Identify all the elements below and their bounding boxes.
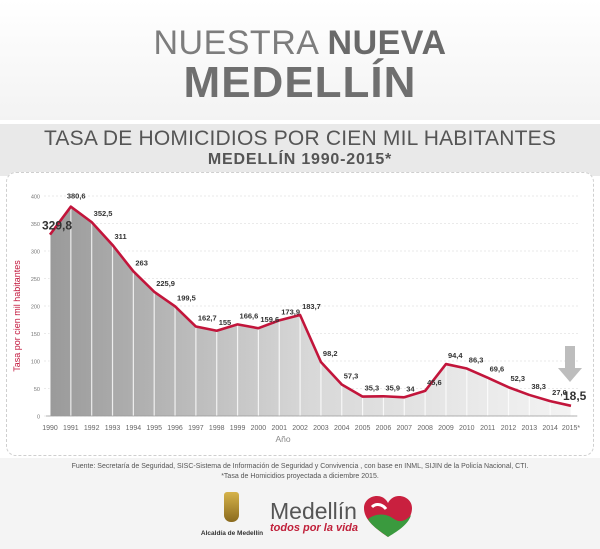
data-label: 155 <box>219 318 232 327</box>
data-label: 263 <box>135 258 148 267</box>
down-arrow-shape <box>558 346 582 382</box>
data-label: 69,6 <box>490 365 505 374</box>
data-label: 311 <box>115 232 127 241</box>
data-label: 166,6 <box>240 311 259 320</box>
alcaldia-label: Alcaldía de Medellín <box>200 530 264 537</box>
y-tick-label: 0 <box>37 415 40 421</box>
y-tick-label: 50 <box>34 387 40 393</box>
y-tick-label: 300 <box>31 250 40 256</box>
area-fill <box>50 206 571 416</box>
x-tick-label: 2010 <box>459 425 475 432</box>
year-bands <box>46 206 577 417</box>
x-tick-label: 2013 <box>522 425 538 432</box>
x-tick-label: 1996 <box>167 425 183 432</box>
chart-title: TASA DE HOMICIDIOS POR CIEN MIL HABITANT… <box>43 127 557 150</box>
data-label: 329,8 <box>42 219 72 233</box>
x-axis-label: Año <box>275 434 290 444</box>
source-note: Fuente: Secretaría de Seguridad, SISC-Si… <box>0 462 600 482</box>
x-tick-label: 1997 <box>188 425 204 432</box>
brand-light: NUESTRA <box>153 24 328 62</box>
x-tick-label: 2003 <box>313 425 329 432</box>
x-tick-label: 2015* <box>562 425 581 432</box>
data-label: 27,0 <box>552 388 567 397</box>
y-tick-label: 150 <box>31 332 40 338</box>
x-tick-label: 2012 <box>501 425 517 432</box>
medellin-logo: Medellín todos por la vida <box>270 498 380 535</box>
x-tick-label: 1992 <box>84 425 100 432</box>
x-tick-label: 2008 <box>417 425 433 432</box>
brand-header: NUESTRA NUEVA MEDELLÍN <box>0 0 600 120</box>
x-tick-label: 1993 <box>105 425 121 432</box>
chart-subtitle: MEDELLÍN 1990-2015* <box>207 151 393 168</box>
line-layer <box>48 205 572 408</box>
y-tick-label: 200 <box>31 305 40 311</box>
x-tick-label: 1994 <box>126 425 142 432</box>
x-tick-label: 1995 <box>146 425 162 432</box>
y-tick-label: 350 <box>31 222 40 228</box>
data-label: 86,3 <box>469 356 484 365</box>
area-layer <box>50 206 571 416</box>
data-label: 57,3 <box>344 371 359 380</box>
y-axis-label: Tasa por cien mil habitantes <box>12 260 22 372</box>
x-tick-label: 2001 <box>271 425 287 432</box>
x-axis-ticks: 1990 1991 1992 1993 1994 1995 1996 1997 1998 1999… <box>42 425 580 432</box>
brand-bold: NUEVA <box>327 24 447 62</box>
y-tick-label: 100 <box>31 360 40 366</box>
series-line <box>48 205 572 408</box>
y-tick-label: 250 <box>31 277 40 283</box>
x-tick-label: 2006 <box>376 425 392 432</box>
heart-logo-icon <box>364 496 412 537</box>
data-label: 380,6 <box>67 192 86 201</box>
data-label: 225,9 <box>156 279 175 288</box>
data-label: 98,2 <box>323 349 338 358</box>
data-label: 94,4 <box>448 351 463 360</box>
x-tick-label: 2014 <box>542 425 558 432</box>
homicide-rate-chart: 0 50 100 150 200 250 300 350 400 329,8 380,6 352,5… <box>12 192 587 444</box>
data-label: 45,6 <box>427 378 442 387</box>
x-tick-label: 2007 <box>396 425 412 432</box>
x-tick-label: 2011 <box>480 425 495 432</box>
footer <box>0 458 600 549</box>
data-label: 35,3 <box>365 384 380 393</box>
x-tick-label: 1998 <box>209 425 225 432</box>
x-tick-label: 2002 <box>292 425 308 432</box>
x-tick-label: 2004 <box>334 425 350 432</box>
source-line-1: Fuente: Secretaría de Seguridad, SISC-Si… <box>71 463 529 470</box>
x-tick-label: 2005 <box>355 425 371 432</box>
data-label: 183,7 <box>302 302 321 311</box>
source-line-2: *Tasa de Homicidios proyectada a diciemb… <box>221 473 379 480</box>
x-tick-label: 1990 <box>42 425 58 432</box>
data-label: 34 <box>406 384 415 393</box>
data-label: 173,9 <box>281 307 300 316</box>
data-label: 159,6 <box>260 315 279 324</box>
slogan: todos por la vida <box>270 522 359 534</box>
title-band <box>0 124 600 176</box>
medellin-wordmark: Medellín <box>270 498 357 524</box>
x-tick-label: 1991 <box>63 425 79 432</box>
y-axis-ticks: 0 50 100 150 200 250 300 350 400 <box>31 195 40 421</box>
data-label: 52,3 <box>510 374 525 383</box>
y-tick-label: 400 <box>31 195 40 201</box>
data-label: 38,3 <box>531 382 546 391</box>
x-tick-label: 1999 <box>230 425 246 432</box>
brand-line-1: NUESTRA NUEVA <box>0 24 600 63</box>
data-label: 18,5 <box>563 389 587 403</box>
x-tick-label: 2000 <box>251 425 267 432</box>
down-arrow-icon <box>558 346 582 382</box>
data-label: 35,9 <box>385 383 400 392</box>
data-label: 352,5 <box>94 209 113 218</box>
x-tick-label: 2009 <box>438 425 454 432</box>
data-label: 199,5 <box>177 293 196 302</box>
coat-of-arms-icon <box>224 492 239 522</box>
brand-line-2: MEDELLÍN <box>183 58 417 107</box>
data-label: 162,7 <box>198 314 217 323</box>
alcaldia-logo: Alcaldía de Medellín <box>196 492 268 540</box>
